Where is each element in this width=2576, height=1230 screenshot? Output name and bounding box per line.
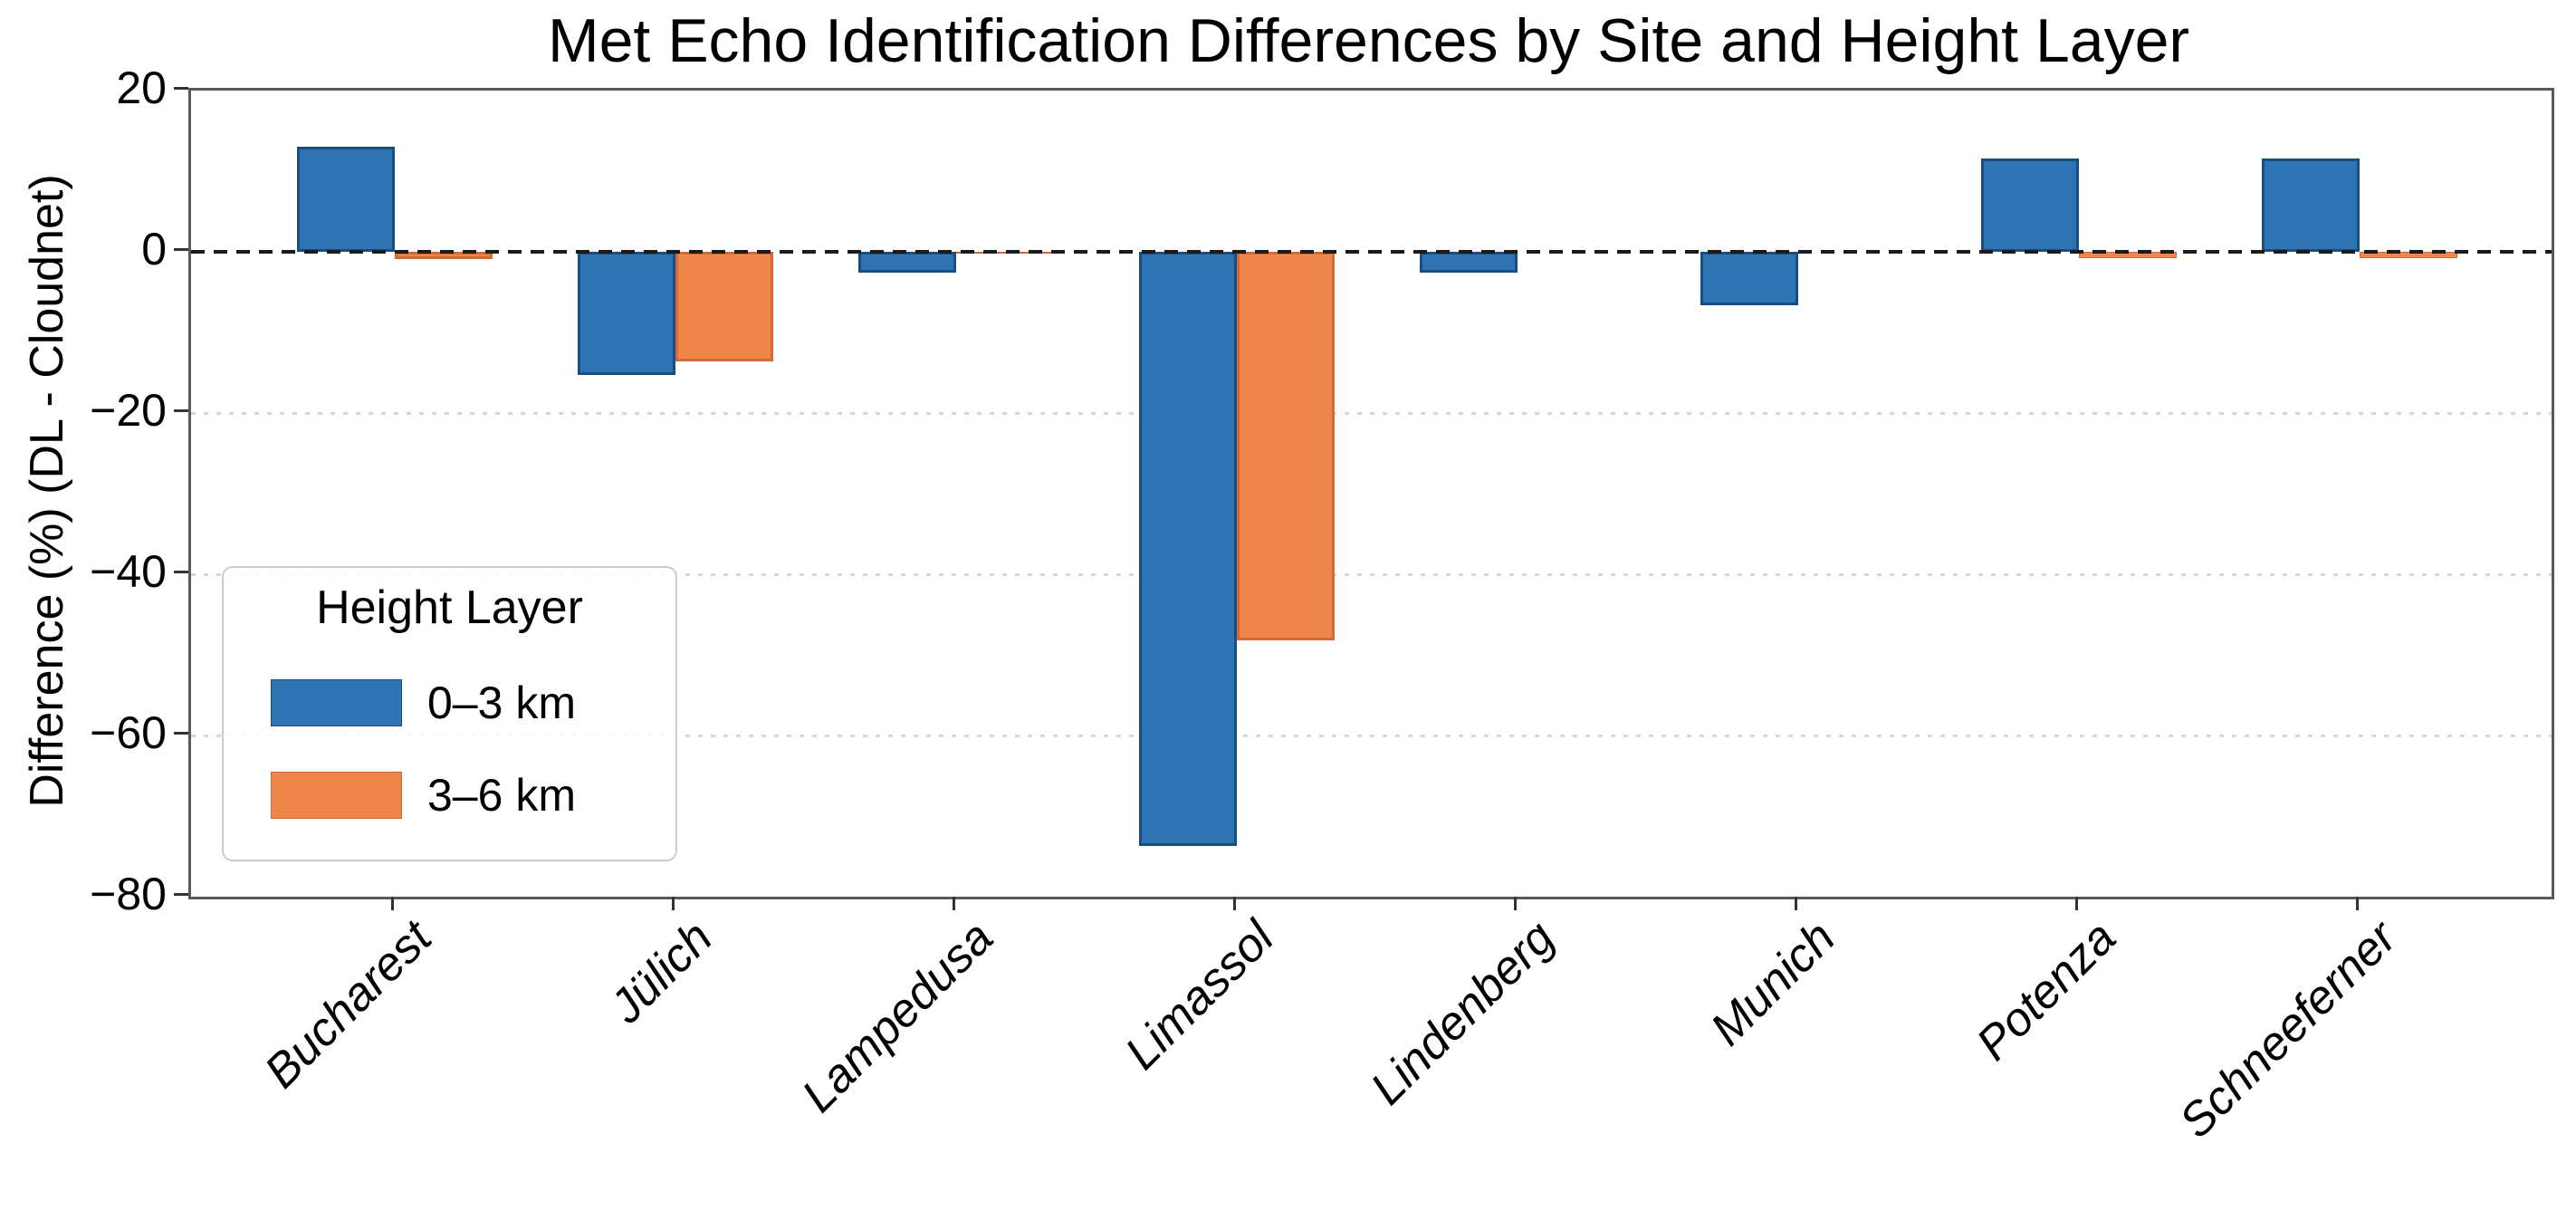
gridline--20 bbox=[191, 412, 2552, 415]
gridline--60 bbox=[191, 735, 2552, 737]
legend-label-0-3km: 0–3 km bbox=[427, 677, 576, 728]
bar-Lindenberg-0–3 km bbox=[1420, 252, 1518, 274]
y-tick-label--60: −60 bbox=[90, 707, 167, 758]
x-tick-mark-Jülich bbox=[672, 897, 675, 910]
x-tick-mark-Potenza bbox=[2075, 897, 2078, 910]
y-tick-label--20: −20 bbox=[90, 385, 167, 436]
bar-Potenza-0–3 km bbox=[1981, 158, 2079, 252]
x-tick-mark-Schneeferner bbox=[2356, 897, 2359, 910]
x-tick-mark-Lindenberg bbox=[1514, 897, 1517, 910]
y-tick-mark--20 bbox=[174, 409, 188, 412]
bar-Schneeferner-0–3 km bbox=[2262, 158, 2360, 252]
gridline--40 bbox=[191, 573, 2552, 576]
y-tick-mark--80 bbox=[174, 893, 188, 896]
bar-Jülich-3–6 km bbox=[675, 252, 773, 362]
legend-box: Height Layer 0–3 km 3–6 km bbox=[222, 566, 677, 861]
y-tick-mark--40 bbox=[174, 571, 188, 573]
legend-item-3-6km: 3–6 km bbox=[271, 770, 675, 821]
bar-Jülich-0–3 km bbox=[578, 252, 675, 376]
y-tick-label--40: −40 bbox=[90, 546, 167, 597]
y-tick-label-0: 0 bbox=[141, 224, 167, 274]
y-tick-mark-20 bbox=[174, 87, 188, 90]
legend-item-0-3km: 0–3 km bbox=[271, 677, 675, 728]
legend-swatch-0-3km-icon bbox=[271, 679, 402, 726]
legend-title: Height Layer bbox=[316, 581, 583, 634]
chart-title: Met Echo Identification Differences by S… bbox=[547, 6, 2190, 75]
x-tick-mark-Bucharest bbox=[391, 897, 394, 910]
x-tick-mark-Lampedusa bbox=[953, 897, 955, 910]
x-tick-label-Bucharest: Bucharest bbox=[254, 911, 443, 1099]
y-tick-label-20: 20 bbox=[116, 62, 167, 113]
zero-reference-line bbox=[191, 250, 2552, 254]
bar-Munich-0–3 km bbox=[1700, 252, 1798, 305]
x-tick-mark-Munich bbox=[1795, 897, 1797, 910]
bar-Lampedusa-0–3 km bbox=[858, 252, 956, 274]
legend-label-3-6km: 3–6 km bbox=[427, 770, 576, 821]
bar-Limassol-3–6 km bbox=[1237, 252, 1335, 640]
y-tick-mark-0 bbox=[174, 248, 188, 251]
bar-Limassol-0–3 km bbox=[1139, 252, 1237, 846]
y-tick-mark--60 bbox=[174, 732, 188, 735]
y-tick-label--80: −80 bbox=[90, 869, 167, 919]
bar-Bucharest-0–3 km bbox=[297, 147, 395, 252]
legend-swatch-3-6km-icon bbox=[271, 772, 402, 819]
x-tick-mark-Limassol bbox=[1233, 897, 1236, 910]
